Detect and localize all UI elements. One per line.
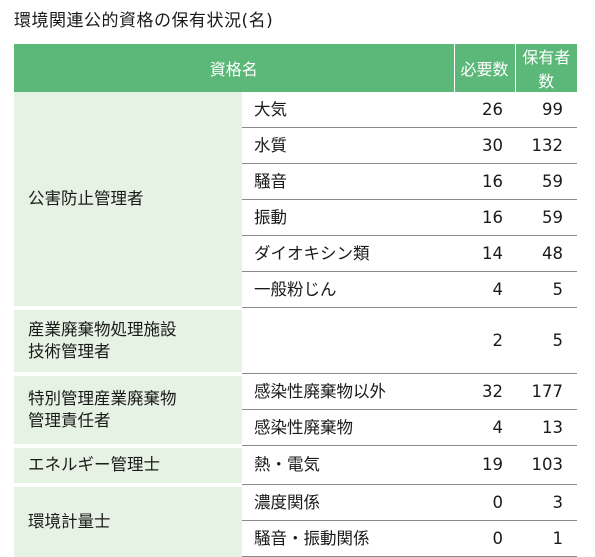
header-required-count: 必要数 [453,44,516,92]
required-count: 16 [454,199,516,236]
table-row: ダイオキシン類 14 48 [14,235,578,272]
table-row: 水質 30 132 [14,127,578,164]
item-name: ダイオキシン類 [242,235,455,272]
required-count: 4 [454,271,516,308]
required-count: 32 [454,373,516,410]
required-count: 19 [454,445,516,485]
item-name: 濃度関係 [242,484,455,521]
table-row: エネルギー管理士 熱・電気 19 103 [14,445,578,487]
category-label: 公害防止管理者 [28,188,144,208]
category-cell: 公害防止管理者 [14,92,242,310]
item-name: 騒音・振動関係 [242,520,455,557]
item-name: 水質 [242,127,455,164]
item-name: 一般粉じん [242,271,455,308]
required-count: 14 [454,235,516,272]
item-name [242,307,455,374]
category-cell: 特別管理産業廃棄物 管理責任者 [14,373,242,448]
holder-count: 103 [515,445,578,485]
category-label-line1: 特別管理産業廃棄物 [28,388,177,408]
table-row: 特別管理産業廃棄物 管理責任者 感染性廃棄物以外 32 177 [14,373,578,448]
category-label-line2: 管理責任者 [28,410,111,430]
holder-count: 1 [515,520,578,557]
item-name: 振動 [242,199,455,236]
required-count: 30 [454,127,516,164]
header-qualification-name: 資格名 [14,44,455,92]
category-cell: 産業廃棄物処理施設 技術管理者 [14,307,242,376]
holder-count: 132 [515,127,578,164]
required-count: 26 [454,92,516,128]
required-count: 4 [454,409,516,446]
category-cell: エネルギー管理士 [14,445,242,487]
table-row: 感染性廃棄物 4 13 [14,409,578,446]
required-count: 0 [454,484,516,521]
qualification-table: 資格名 必要数 保有者数 公害防止管理者 大気 26 99 水質 30 132 … [14,44,578,557]
holder-count: 59 [515,199,578,236]
category-cell: 環境計量士 [14,484,242,557]
holder-count: 59 [515,163,578,200]
page-title: 環境関連公的資格の保有状況(名) [14,11,274,31]
table-row: 一般粉じん 4 5 [14,271,578,308]
category-label-line2: 技術管理者 [28,341,111,361]
holder-count: 13 [515,409,578,446]
category-label: 環境計量士 [28,511,111,531]
holder-count: 48 [515,235,578,272]
table-row: 公害防止管理者 大気 26 99 [14,92,578,310]
item-name: 感染性廃棄物以外 [242,373,455,410]
holder-count: 177 [515,373,578,410]
table-row: 騒音 16 59 [14,163,578,200]
category-label: エネルギー管理士 [28,455,160,474]
category-label-line1: 産業廃棄物処理施設 [28,319,177,339]
item-name: 感染性廃棄物 [242,409,455,446]
table-row: 振動 16 59 [14,199,578,236]
holder-count: 99 [515,92,578,128]
table-header-row: 資格名 必要数 保有者数 [14,44,578,92]
item-name: 熱・電気 [242,445,455,485]
holder-count: 5 [515,307,578,374]
item-name: 騒音 [242,163,455,200]
holder-count: 5 [515,271,578,308]
item-name: 大気 [242,92,455,128]
required-count: 16 [454,163,516,200]
table-row: 環境計量士 濃度関係 0 3 [14,484,578,557]
required-count: 0 [454,520,516,557]
table-row: 産業廃棄物処理施設 技術管理者 2 5 [14,307,578,376]
header-holder-count: 保有者数 [514,44,578,92]
holder-count: 3 [515,484,578,521]
required-count: 2 [454,307,516,374]
